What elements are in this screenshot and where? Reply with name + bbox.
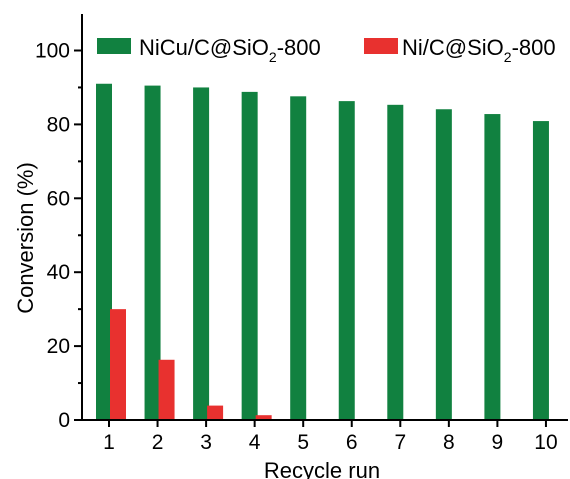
legend-swatch-2 bbox=[364, 38, 398, 54]
y-tick-label: 20 bbox=[47, 335, 70, 358]
x-tick-label: 3 bbox=[200, 431, 212, 454]
y-tick-label: 40 bbox=[47, 261, 70, 284]
x-tick-label: 1 bbox=[103, 431, 115, 454]
bar-nicu-10 bbox=[532, 121, 549, 421]
bar-nicu-9 bbox=[484, 114, 501, 420]
x-tick-label: 5 bbox=[297, 431, 309, 454]
bar-nicu-4 bbox=[241, 91, 258, 420]
x-tick-label: 9 bbox=[492, 431, 504, 454]
legend-swatch-1 bbox=[97, 38, 131, 54]
y-tick-label: 0 bbox=[58, 409, 70, 432]
legend-label-2: Ni/C@SiO2-800 bbox=[402, 35, 556, 65]
x-ticks: 1 2 3 4 5 6 7 8 9 10 bbox=[103, 420, 558, 454]
legend-label-1: NiCu/C@SiO2-800 bbox=[139, 35, 321, 65]
x-tick-label: 7 bbox=[394, 431, 406, 454]
bar-nicu-1 bbox=[96, 83, 112, 420]
y-ticks: 0 20 40 60 80 100 bbox=[35, 40, 82, 432]
x-tick-label: 2 bbox=[152, 431, 164, 454]
bar-nicu-7 bbox=[387, 104, 404, 420]
bar-nicu-3 bbox=[193, 87, 210, 420]
x-tick-label: 10 bbox=[534, 431, 557, 454]
x-axis-title: Recycle run bbox=[264, 458, 380, 479]
bar-ni-2 bbox=[158, 359, 175, 420]
legend: NiCu/C@SiO2-800 Ni/C@SiO2-800 bbox=[97, 35, 556, 65]
x-tick-label: 8 bbox=[443, 431, 455, 454]
bar-nicu-6 bbox=[338, 101, 355, 421]
x-tick-label: 6 bbox=[346, 431, 358, 454]
bar-nicu-8 bbox=[435, 109, 452, 421]
bar-ni-4 bbox=[255, 415, 272, 420]
bar-nicu-2 bbox=[144, 85, 161, 420]
bar-nicu-5 bbox=[290, 96, 307, 421]
y-tick-label: 80 bbox=[47, 113, 70, 136]
axes-layer bbox=[81, 14, 568, 421]
y-tick-label: 60 bbox=[47, 187, 70, 210]
y-tick-label: 100 bbox=[35, 40, 70, 63]
bar-ni-3 bbox=[207, 405, 224, 420]
x-tick-label: 4 bbox=[249, 431, 261, 454]
bars-layer bbox=[96, 83, 549, 421]
y-axis-title: Conversion (%) bbox=[13, 162, 38, 314]
bar-ni-1 bbox=[110, 309, 126, 420]
